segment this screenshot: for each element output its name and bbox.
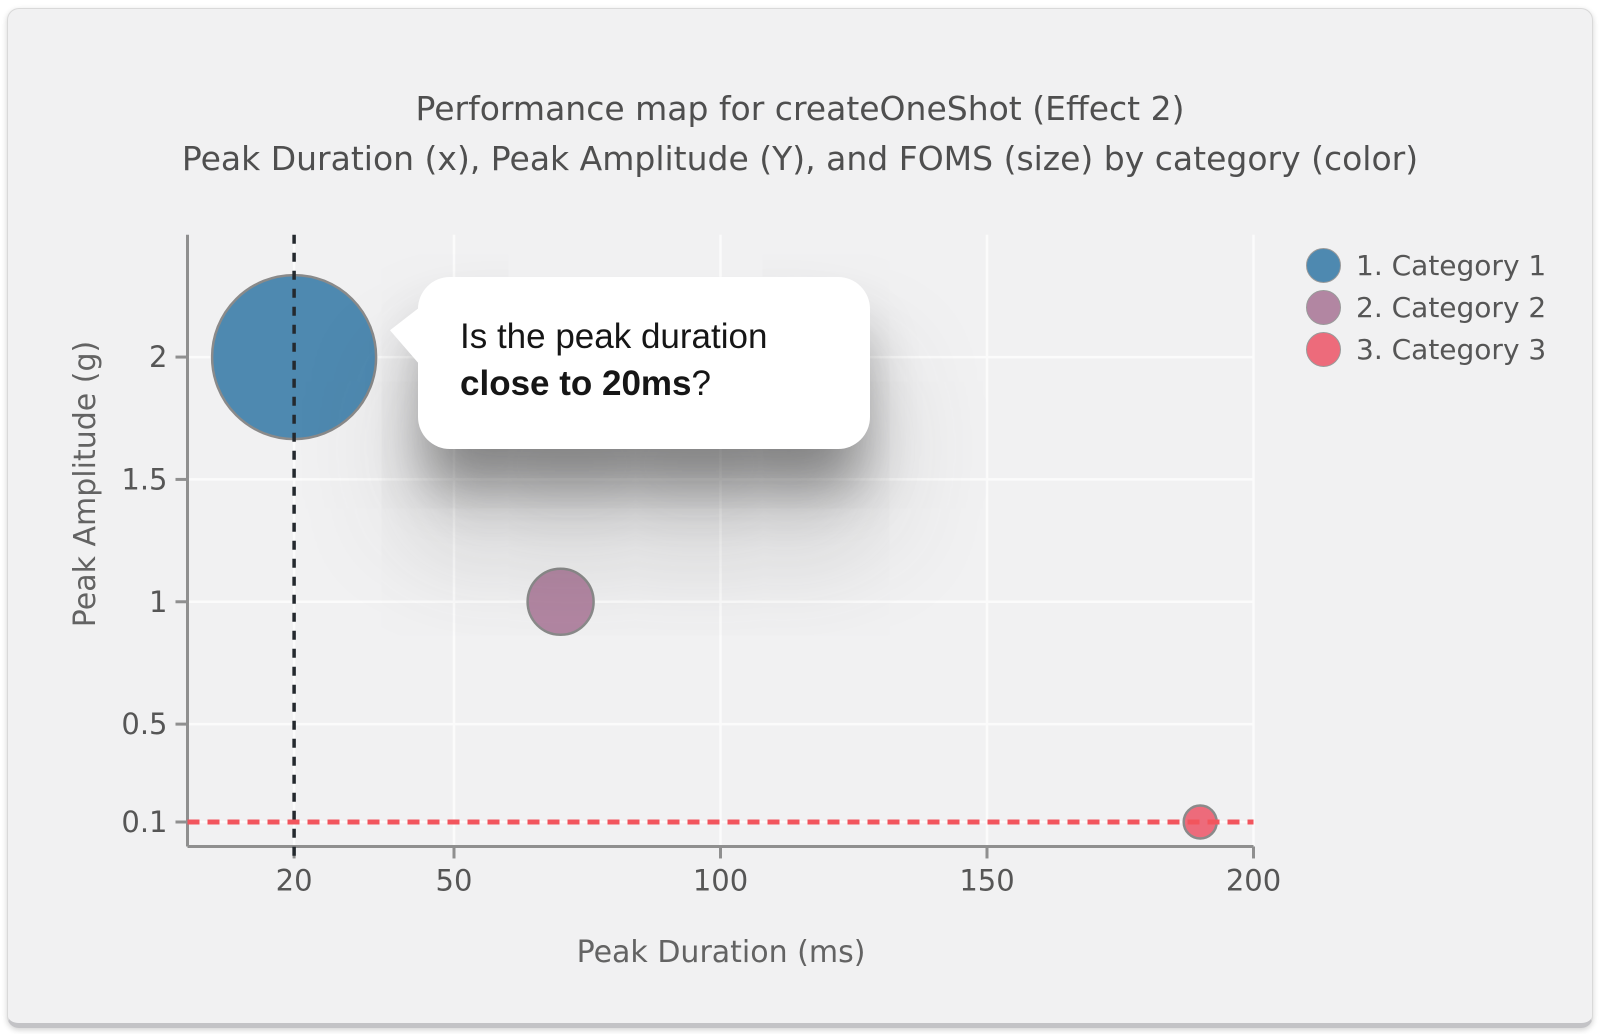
callout-suffix: ? bbox=[691, 364, 711, 403]
x-tick-label: 20 bbox=[276, 863, 313, 897]
bubble-category-2[interactable] bbox=[526, 567, 595, 637]
x-tick-label: 150 bbox=[959, 863, 1014, 897]
chart-header: Performance map for createOneShot (Effec… bbox=[0, 84, 1600, 184]
y-tick-label: 0.5 bbox=[121, 707, 167, 741]
y-tick-label: 1.5 bbox=[121, 462, 167, 496]
y-axis-title: Peak Amplitude (g) bbox=[68, 341, 103, 628]
x-tick-label: 100 bbox=[693, 863, 748, 897]
bubble-category-1[interactable] bbox=[210, 273, 378, 441]
callout-line-1: Is the peak duration bbox=[460, 317, 768, 356]
category-2-swatch-icon bbox=[1306, 289, 1341, 325]
legend-item-category-3[interactable]: 3. Category 3 bbox=[1306, 331, 1546, 367]
legend-item-category-2[interactable]: 2. Category 2 bbox=[1306, 289, 1546, 325]
chart-title: Performance map for createOneShot (Effec… bbox=[415, 89, 1185, 128]
legend-label: 3. Category 3 bbox=[1356, 332, 1547, 366]
callout-line-2: close to 20ms? bbox=[460, 360, 870, 407]
y-tick-label: 1 bbox=[149, 585, 167, 619]
x-tick-label: 200 bbox=[1226, 863, 1281, 897]
chart-card bbox=[7, 8, 1593, 1028]
category-3-swatch-icon bbox=[1306, 331, 1341, 367]
chart-subtitle: Peak Duration (x), Peak Amplitude (Y), a… bbox=[181, 139, 1419, 178]
legend-label: 1. Category 1 bbox=[1356, 248, 1547, 282]
callout-bold-text: close to 20ms bbox=[460, 364, 692, 403]
x-axis-title: Peak Duration (ms) bbox=[577, 935, 866, 970]
y-tick-label: 0.1 bbox=[121, 805, 167, 839]
legend: 1. Category 1 2. Category 2 3. Category … bbox=[1306, 247, 1546, 367]
x-tick-label: 50 bbox=[436, 863, 473, 897]
question-callout: Is the peak duration close to 20ms? bbox=[390, 277, 870, 449]
legend-item-category-1[interactable]: 1. Category 1 bbox=[1306, 247, 1546, 283]
category-1-swatch-icon bbox=[1306, 247, 1341, 283]
y-tick-label: 2 bbox=[149, 340, 167, 374]
legend-label: 2. Category 2 bbox=[1356, 290, 1547, 324]
